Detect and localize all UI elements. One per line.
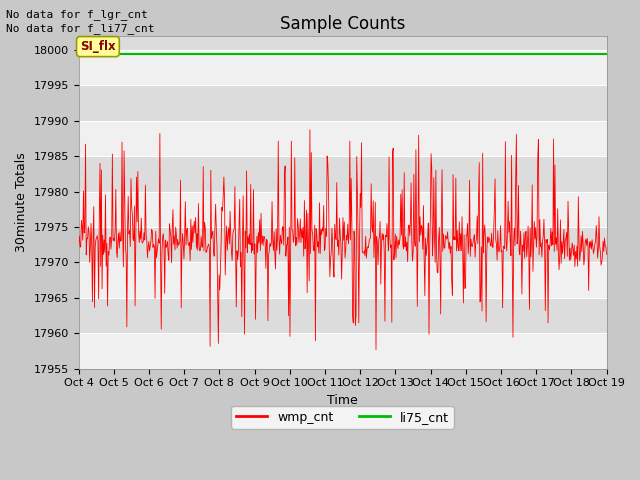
Line: wmp_cnt: wmp_cnt	[79, 130, 607, 349]
Bar	[79, 50, 607, 85]
Bar	[79, 298, 607, 333]
Text: No data for f_lgr_cnt: No data for f_lgr_cnt	[6, 9, 148, 20]
wmp_cnt	[234, 257, 241, 263]
wmp_cnt	[306, 127, 314, 132]
wmp_cnt	[398, 187, 406, 192]
wmp_cnt	[260, 233, 268, 239]
li75_cnt	[137, 51, 145, 57]
li75_cnt	[75, 51, 83, 57]
Bar	[79, 333, 607, 369]
li75_cnt	[234, 51, 241, 57]
li75_cnt	[260, 51, 268, 57]
wmp_cnt	[372, 347, 380, 352]
li75_cnt	[426, 51, 434, 57]
wmp_cnt	[428, 165, 436, 171]
li75_cnt	[280, 51, 287, 57]
li75_cnt	[397, 51, 404, 57]
Text: No data for f_li77_cnt: No data for f_li77_cnt	[6, 23, 155, 34]
Bar	[79, 156, 607, 192]
Bar	[79, 263, 607, 298]
Bar	[79, 227, 607, 263]
Bar	[79, 192, 607, 227]
Text: SI_flx: SI_flx	[80, 40, 116, 53]
Bar	[79, 121, 607, 156]
Legend: wmp_cnt, li75_cnt: wmp_cnt, li75_cnt	[231, 406, 454, 429]
Y-axis label: 30minute Totals: 30minute Totals	[15, 152, 28, 252]
wmp_cnt	[603, 252, 611, 257]
wmp_cnt	[75, 240, 83, 246]
wmp_cnt	[137, 236, 145, 242]
Bar	[79, 85, 607, 121]
Bar	[79, 36, 607, 50]
X-axis label: Time: Time	[327, 394, 358, 407]
li75_cnt	[603, 51, 611, 57]
wmp_cnt	[280, 242, 287, 248]
Title: Sample Counts: Sample Counts	[280, 15, 405, 33]
